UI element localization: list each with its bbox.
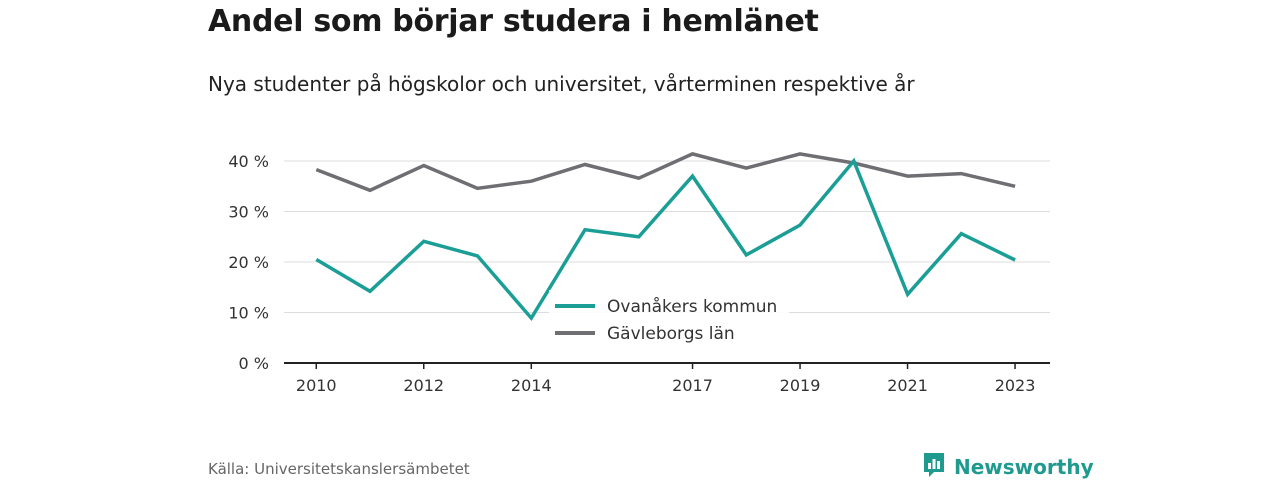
bar-chart-speech-bubble-icon xyxy=(922,451,946,483)
x-tick-label: 2023 xyxy=(995,376,1036,395)
y-tick-label: 40 % xyxy=(228,152,269,171)
x-tick-label: 2012 xyxy=(403,376,444,395)
x-tick-label: 2014 xyxy=(511,376,552,395)
y-axis: 0 % 10 % 20 % 30 % 40 % xyxy=(228,152,269,373)
source-note: Källa: Universitetskanslersämbetet xyxy=(208,460,470,478)
legend-background xyxy=(549,290,789,348)
grid-lines xyxy=(284,160,1050,313)
legend-label: Ovanåkers kommun xyxy=(607,296,777,317)
x-tick-label: 2021 xyxy=(887,376,928,395)
legend-label: Gävleborgs län xyxy=(607,324,735,344)
x-axis: 2010 2012 2014 2017 2019 2021 2023 xyxy=(284,362,1050,395)
x-tick-label: 2017 xyxy=(672,376,713,395)
brand-logo[interactable]: Newsworthy xyxy=(922,451,1094,483)
y-tick-label: 30 % xyxy=(228,203,269,222)
series-lines xyxy=(315,152,1016,322)
x-tick-label: 2010 xyxy=(296,376,337,395)
x-tick-label: 2019 xyxy=(780,376,821,395)
chart-subtitle: Nya studenter på högskolor och universit… xyxy=(208,72,915,96)
chart-title: Andel som börjar studera i hemlänet xyxy=(208,4,819,39)
y-tick-label: 20 % xyxy=(228,253,269,272)
y-tick-label: 10 % xyxy=(228,304,269,323)
line-chart: 0 % 10 % 20 % 30 % 40 % 2010 2012 2014 2017 2019… xyxy=(228,152,1050,395)
legend: Ovanåkers kommun Gävleborgs län xyxy=(549,290,789,348)
brand-name: Newsworthy xyxy=(954,455,1094,479)
series-line-ovanaker xyxy=(315,157,1016,322)
series-line-gavleborg xyxy=(315,152,1016,193)
y-tick-label: 0 % xyxy=(239,354,269,373)
